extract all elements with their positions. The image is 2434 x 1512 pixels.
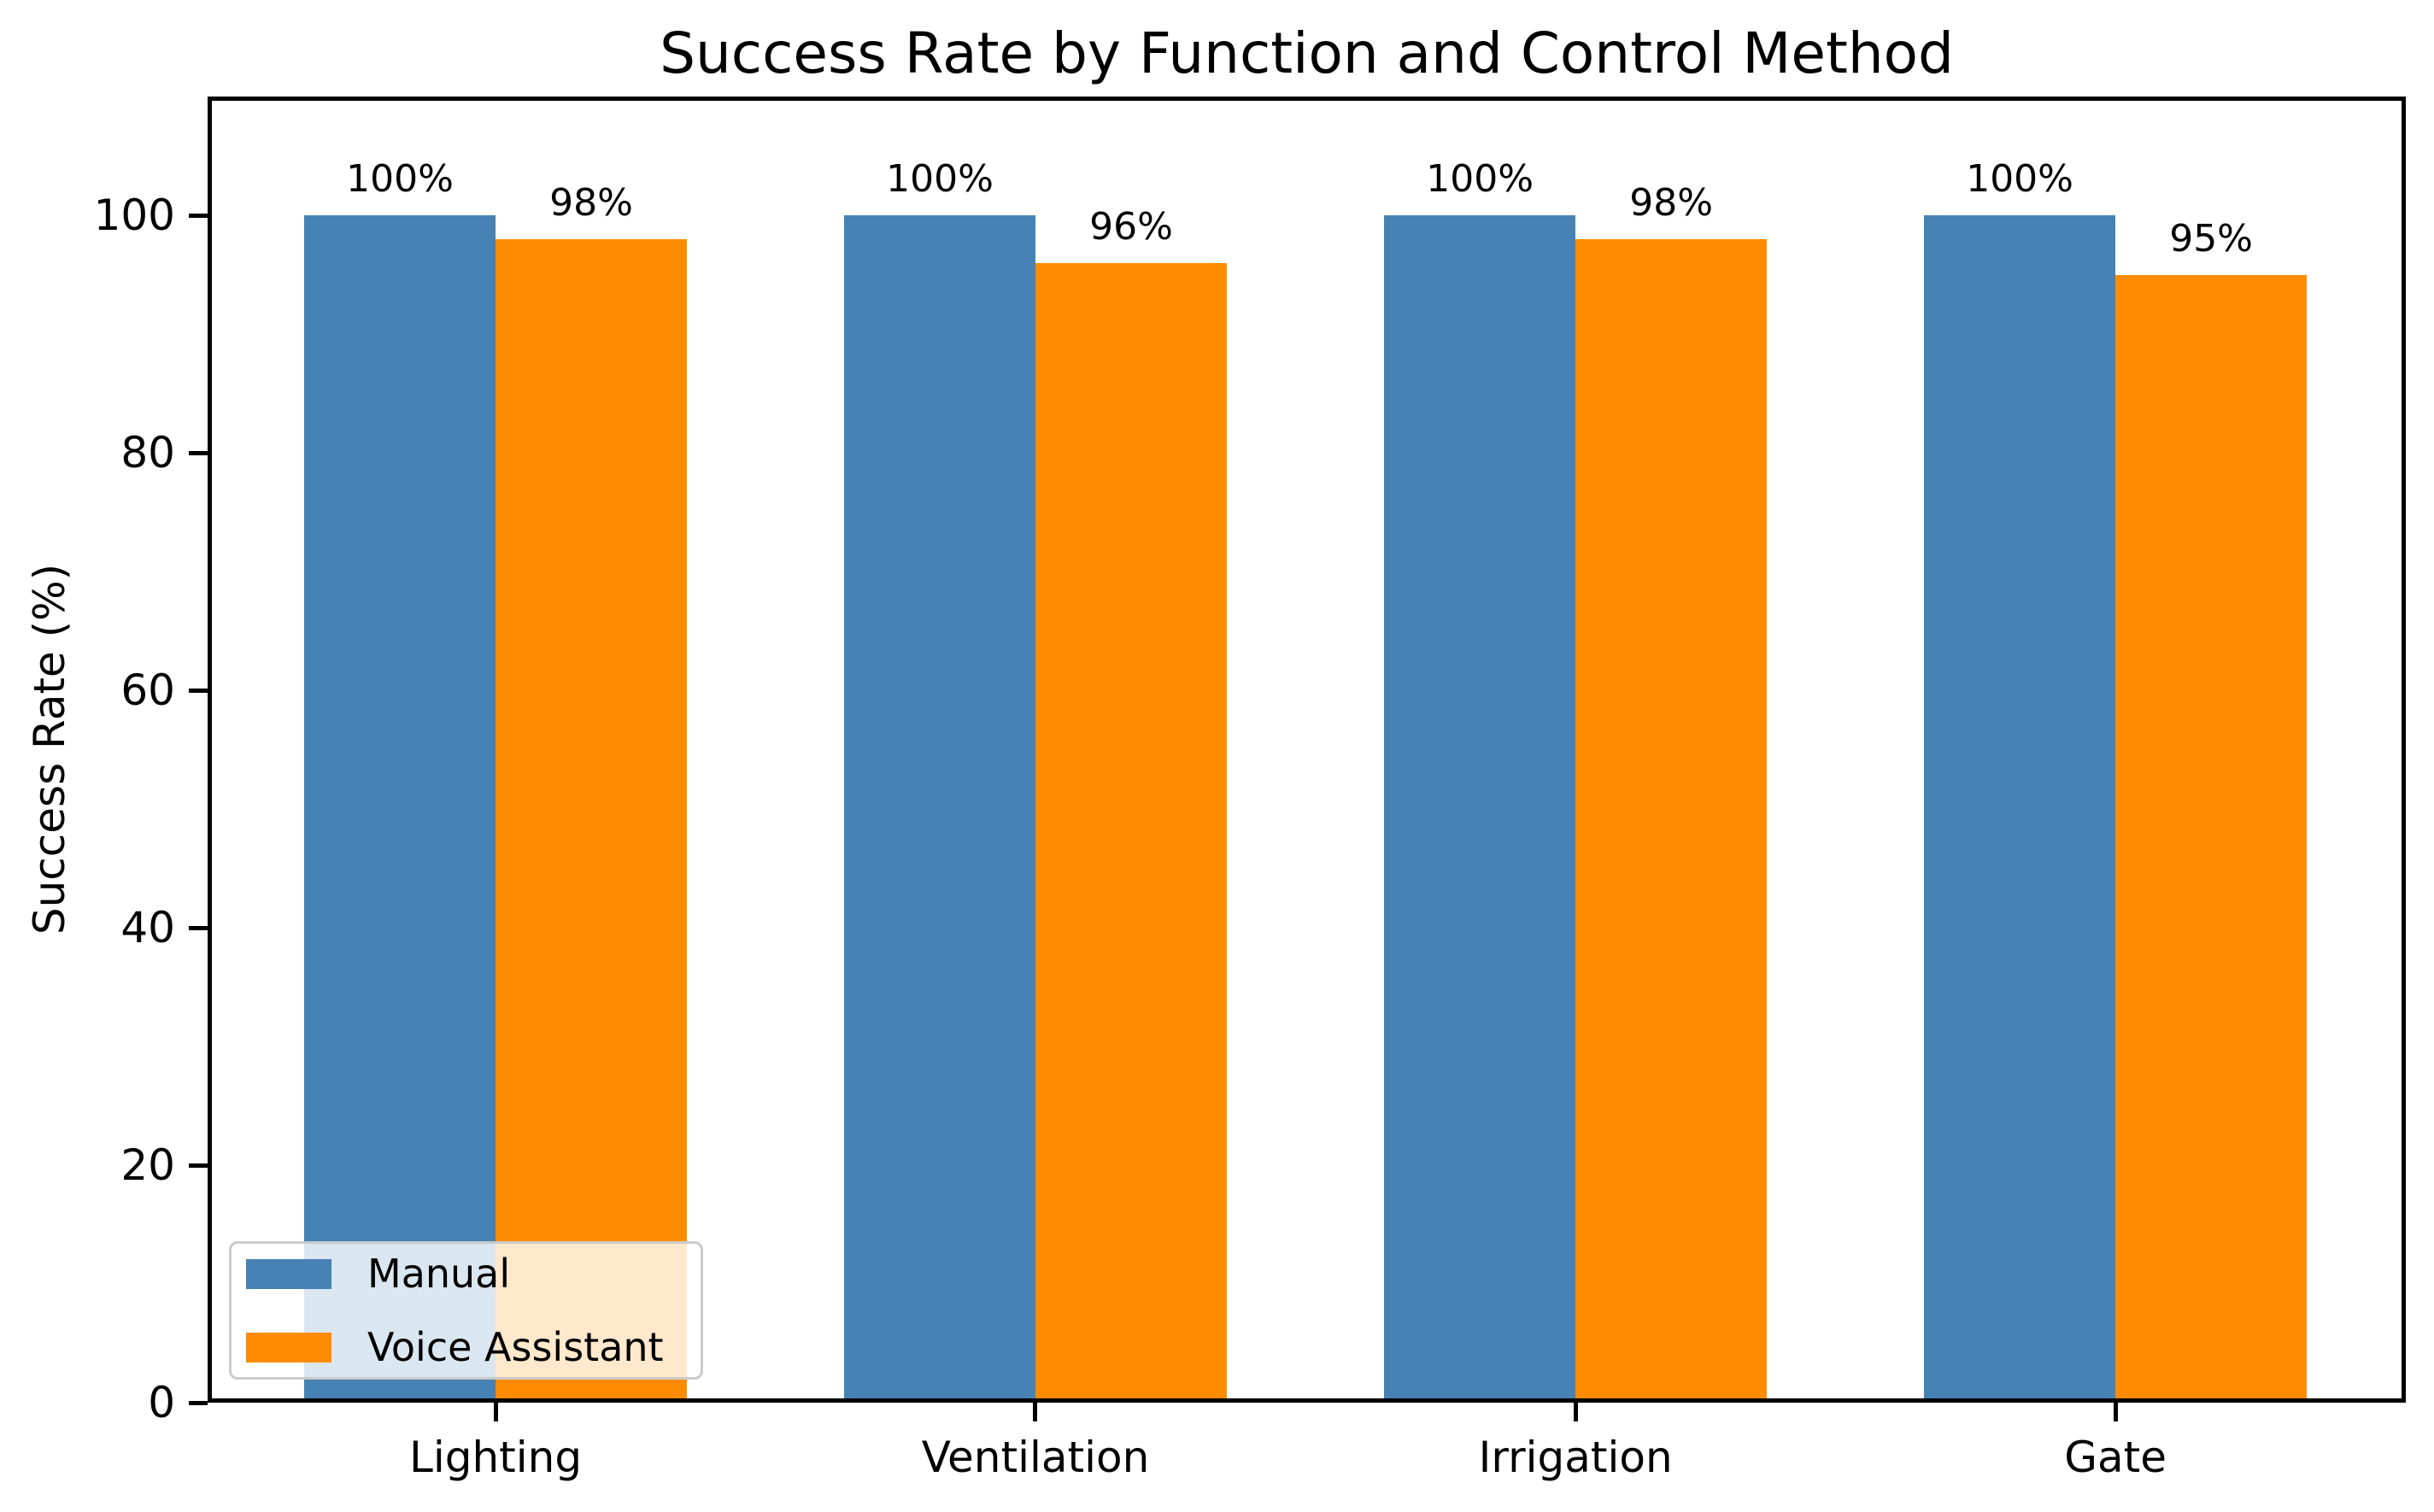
y-tick-label: 0 [148, 1378, 175, 1427]
legend-label-manual: Manual [367, 1251, 511, 1297]
bar-manual-gate [1924, 215, 2116, 1403]
bar-value-label: 100% [1966, 157, 2073, 201]
y-tick-label: 80 [120, 428, 175, 478]
bar-manual-lighting [304, 215, 496, 1403]
x-tick-mark [493, 1403, 498, 1421]
bar-manual-irrigation [1384, 215, 1576, 1403]
legend-swatch-manual [246, 1258, 331, 1289]
y-axis-label: Success Rate (%) [25, 563, 74, 935]
y-tick-mark [189, 688, 208, 693]
y-tick-label: 100 [93, 190, 175, 240]
y-tick-mark [189, 925, 208, 930]
y-tick-mark [189, 1400, 208, 1405]
x-tick-label-lighting: Lighting [409, 1433, 583, 1482]
bar-value-label: 100% [346, 157, 454, 201]
bar-voice-assistant-lighting [496, 238, 688, 1403]
bar-value-label: 98% [549, 180, 633, 225]
bar-value-label: 98% [1629, 180, 1714, 225]
bar-manual-ventilation [843, 215, 1035, 1403]
legend-label-voice-assistant: Voice Assistant [367, 1324, 664, 1370]
y-tick-mark [189, 450, 208, 455]
chart-title: Success Rate by Function and Control Met… [660, 21, 1954, 86]
x-tick-mark [1573, 1403, 1578, 1421]
legend: Manual Voice Assistant [229, 1241, 703, 1380]
legend-row-manual: Manual [246, 1254, 683, 1293]
x-tick-label-ventilation: Ventilation [921, 1433, 1150, 1482]
x-tick-mark [1033, 1403, 1038, 1421]
bar-voice-assistant-irrigation [1575, 238, 1768, 1403]
x-tick-label-gate: Gate [2064, 1433, 2167, 1482]
y-tick-label: 20 [120, 1140, 175, 1190]
y-tick-mark [189, 1163, 208, 1168]
x-tick-label-irrigation: Irrigation [1478, 1433, 1673, 1482]
bar-value-label: 96% [1089, 204, 1173, 249]
bar-voice-assistant-gate [2115, 274, 2308, 1403]
legend-swatch-voice-assistant [246, 1332, 331, 1363]
bar-value-label: 95% [2169, 216, 2253, 261]
bar-value-label: 100% [1426, 157, 1534, 201]
bar-value-label: 100% [886, 157, 994, 201]
legend-row-voice-assistant: Voice Assistant [246, 1327, 683, 1367]
bar-voice-assistant-ventilation [1035, 262, 1227, 1403]
x-tick-mark [2113, 1403, 2118, 1421]
y-tick-label: 40 [120, 903, 175, 952]
y-tick-mark [189, 213, 208, 218]
y-tick-label: 60 [120, 665, 175, 715]
